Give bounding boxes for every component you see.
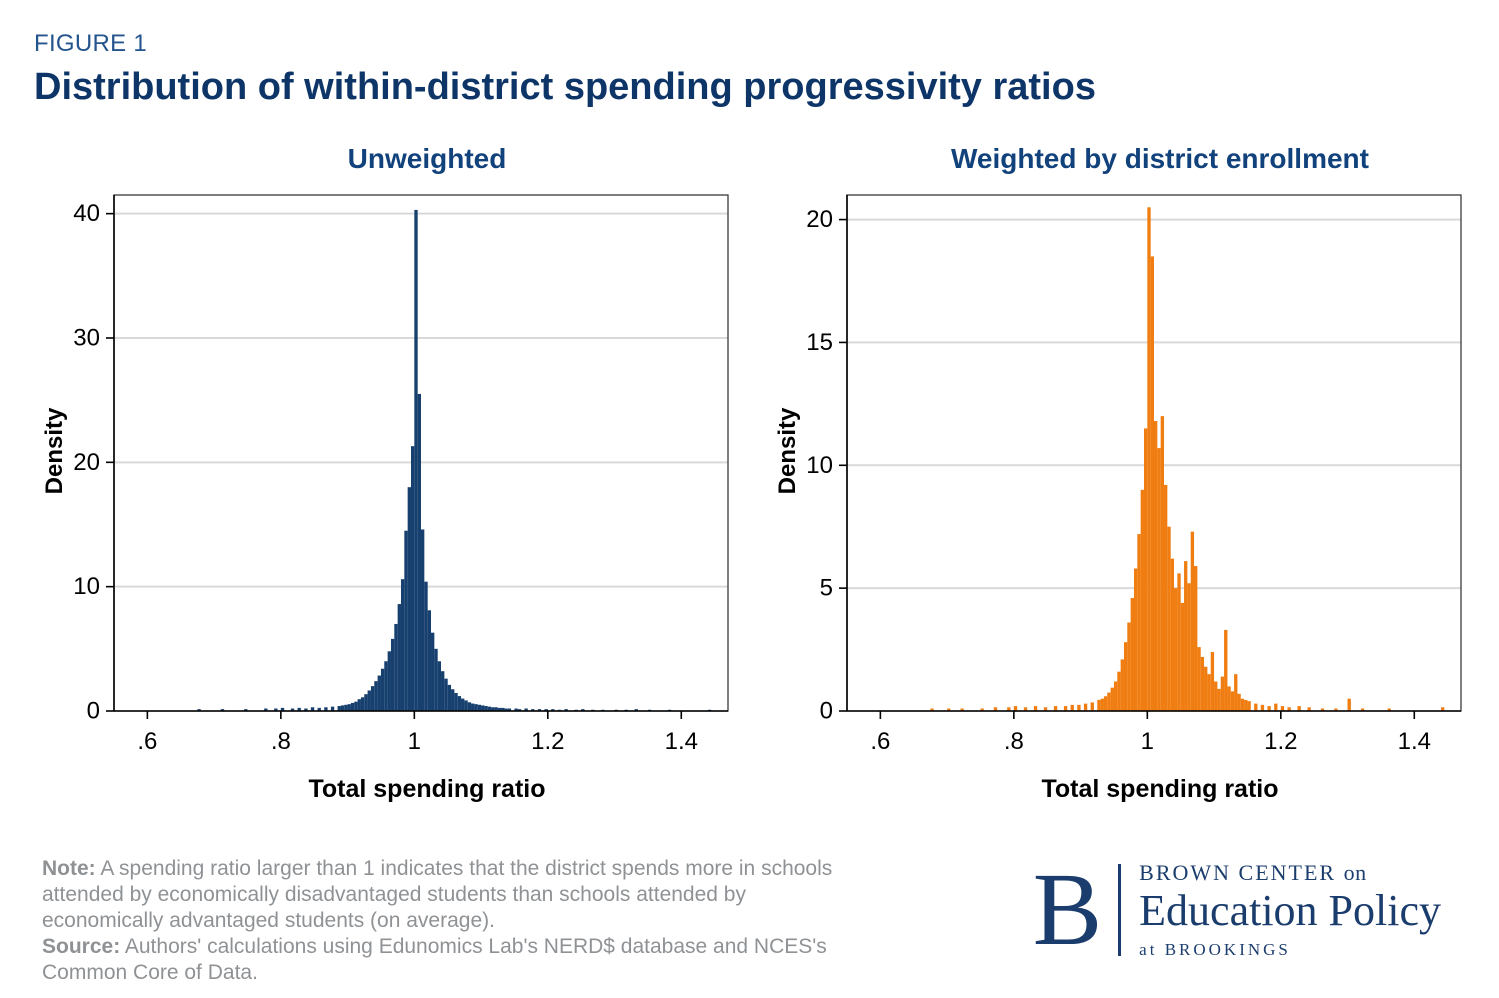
x-tick-label: 1 bbox=[408, 728, 421, 755]
x-tick-label: .8 bbox=[271, 728, 291, 755]
logo-text: BROWN CENTER on Education Policy at BROO… bbox=[1139, 860, 1441, 960]
logo-brown-center-line: BROWN CENTER on bbox=[1139, 860, 1367, 885]
note-block: Note: A spending ratio larger than 1 ind… bbox=[42, 856, 852, 986]
y-tick-label: 20 bbox=[73, 449, 100, 476]
y-axis-label-weighted: Density bbox=[774, 407, 801, 495]
logo-at-brookings-line: at BROOKINGS bbox=[1139, 940, 1291, 960]
histogram-bars bbox=[930, 207, 1445, 711]
x-tick-label: 1.2 bbox=[1264, 728, 1297, 755]
panel-body-weighted: Density 0 5 10 15 20 .6 .8 1 1.2 1.4 bbox=[767, 179, 1473, 769]
y-tick-label: 20 bbox=[806, 206, 833, 233]
y-tick-label: 5 bbox=[820, 575, 833, 602]
x-tick-label: 1.4 bbox=[1398, 728, 1431, 755]
y-tick-label: 15 bbox=[806, 329, 833, 356]
panel-unweighted: Unweighted Density 0 10 20 30 40.6.8 1 1.2 1.4 … bbox=[34, 143, 740, 804]
brookings-b-mark: B bbox=[1032, 851, 1103, 967]
panel-weighted: Weighted by district enrollment Density … bbox=[767, 143, 1473, 804]
y-axis-label-unweighted: Density bbox=[41, 407, 68, 495]
histogram-bars bbox=[197, 209, 712, 712]
unweighted-histogram-chart: 0 10 20 30 40 .6 .8 1 1.2 1.4 bbox=[73, 194, 729, 755]
source-label: Source: bbox=[42, 935, 121, 959]
x-tick-label: .8 bbox=[1004, 728, 1024, 755]
y-tick-label: 10 bbox=[806, 452, 833, 479]
y-tick-label: 0 bbox=[87, 698, 100, 725]
x-tick-label: 1.2 bbox=[531, 728, 564, 755]
weighted-histogram-chart: 0 5 10 15 20 .6 .8 1 1.2 1.4 bbox=[806, 194, 1462, 755]
note-label: Note: bbox=[42, 857, 96, 880]
figure-title: Distribution of within-district spending… bbox=[34, 66, 1096, 108]
source-text: Source: Authors' calculations using Edun… bbox=[42, 935, 827, 985]
panel-body-unweighted: Density 0 10 20 30 40 .6 .8 1 1.2 1.4 bbox=[34, 179, 740, 769]
x-tick-label: .6 bbox=[137, 728, 157, 755]
panel-title-unweighted: Unweighted bbox=[347, 143, 507, 174]
brookings-logo: B BROWN CENTER on Education Policy at BR… bbox=[1032, 851, 1441, 967]
x-axis-label-weighted: Total spending ratio bbox=[1041, 775, 1279, 803]
y-tick-label: 30 bbox=[73, 324, 100, 351]
figure-header: FIGURE 1 Distribution of within-district… bbox=[0, 0, 1499, 109]
note-text: Note: A spending ratio larger than 1 ind… bbox=[42, 857, 833, 933]
x-tick-label: .6 bbox=[870, 728, 890, 755]
panel-title-weighted: Weighted by district enrollment bbox=[951, 143, 1369, 174]
charts-row: Unweighted Density 0 10 20 30 40.6.8 1 1.2 1.4 … bbox=[0, 109, 1499, 804]
x-tick-label: 1.4 bbox=[665, 728, 698, 755]
logo-divider bbox=[1118, 864, 1122, 957]
x-axis-label-unweighted: Total spending ratio bbox=[308, 775, 546, 803]
y-tick-label: 0 bbox=[820, 698, 833, 725]
y-tick-label: 40 bbox=[73, 200, 100, 227]
y-tick-label: 10 bbox=[73, 573, 100, 600]
logo-education-policy-line: Education Policy bbox=[1139, 886, 1441, 935]
figure-label: FIGURE 1 bbox=[34, 30, 148, 57]
x-tick-label: 1 bbox=[1141, 728, 1154, 755]
figure-footer: Note: A spending ratio larger than 1 ind… bbox=[0, 804, 1499, 986]
